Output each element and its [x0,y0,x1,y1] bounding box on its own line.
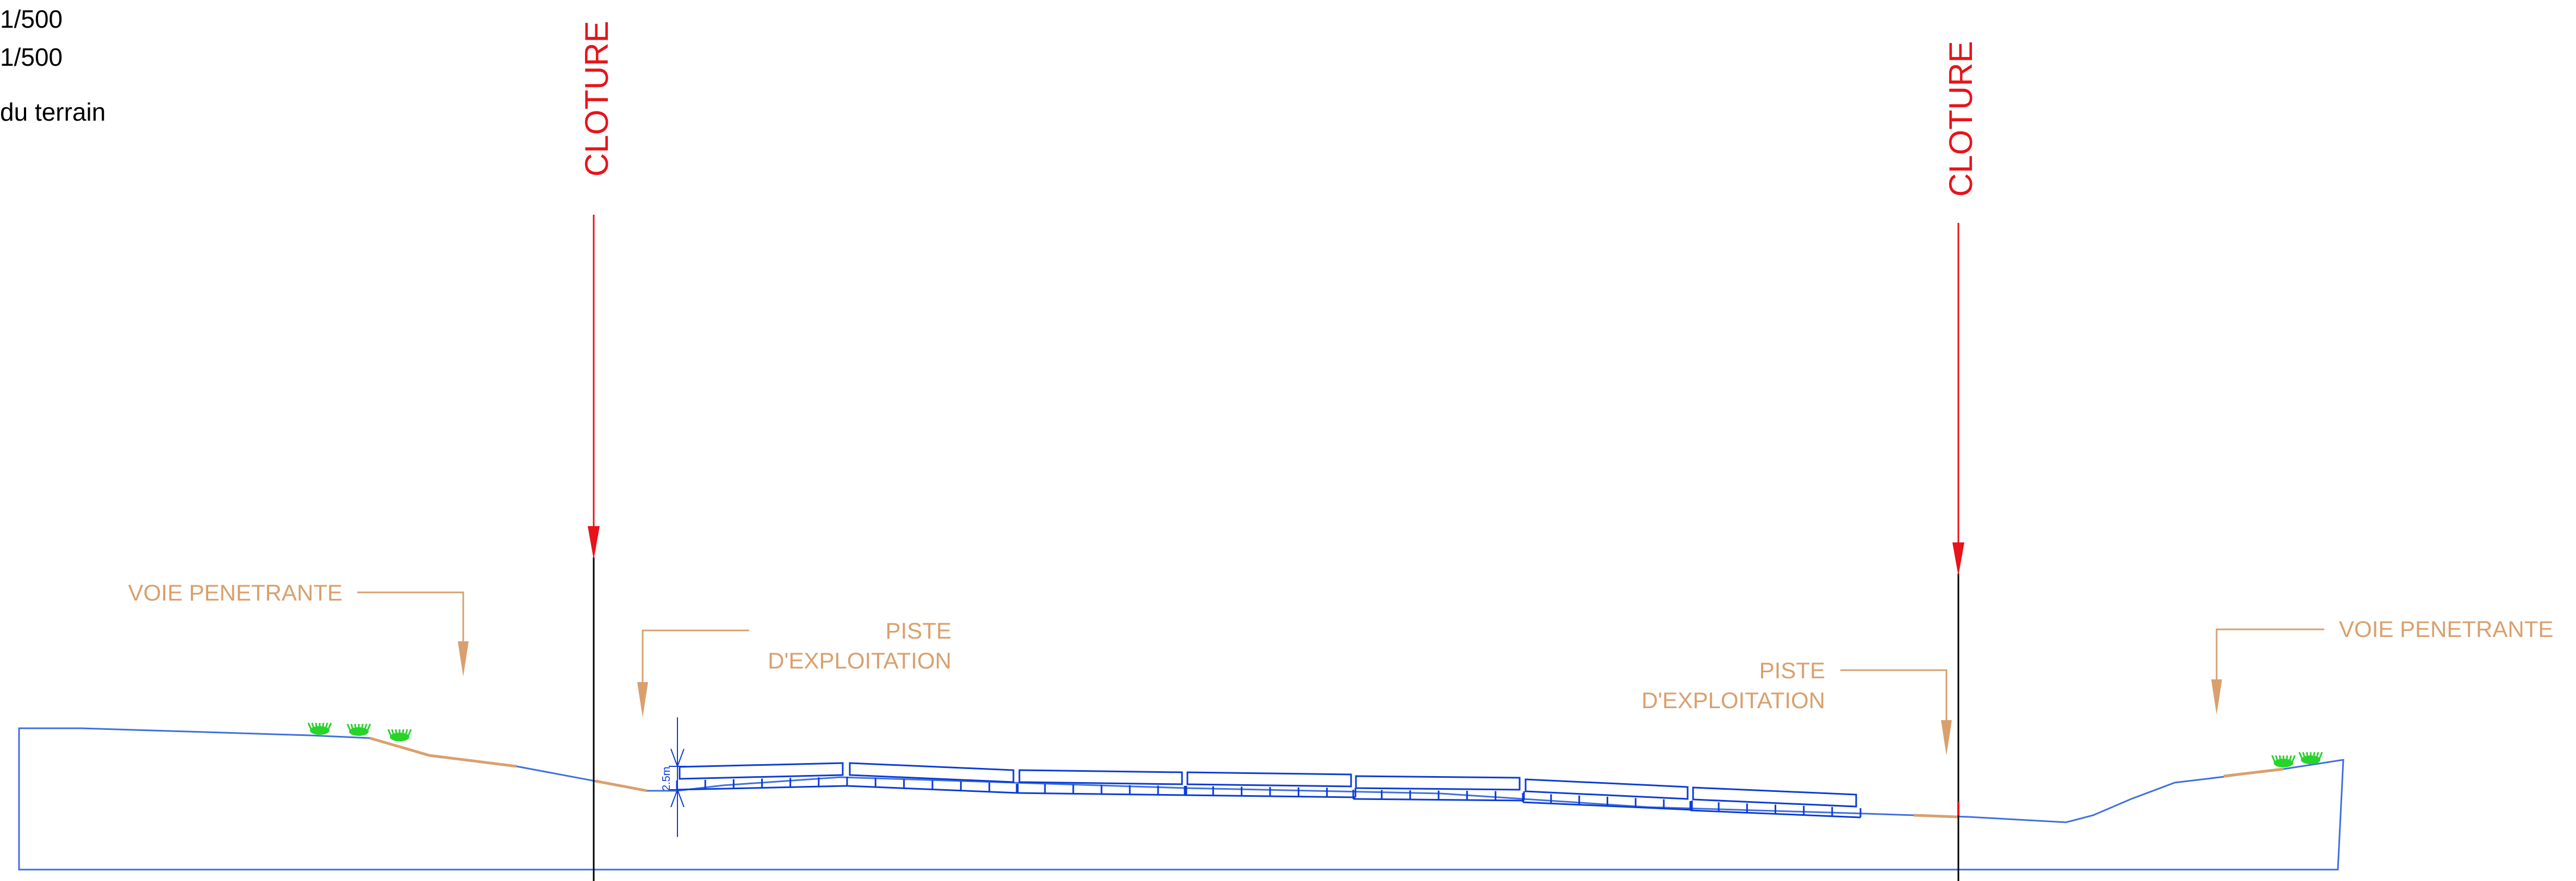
grass-blade [395,729,398,738]
grass-blade [404,729,408,738]
grass-blade [2271,755,2276,764]
piste-left-line2: D'EXPLOITATION [768,648,951,673]
solar-panel-table [849,762,1015,783]
grass-blade [401,729,405,738]
grass-blade [321,722,325,731]
road-surface-left [369,736,517,768]
grass-blade [327,722,332,731]
grass-blade [2279,755,2282,764]
grass-blade [2315,752,2319,760]
grass-blade [2291,755,2296,764]
solar-panel-rows [676,762,1862,818]
road-surface-right-2 [2223,767,2284,778]
grass-blade [391,729,395,738]
grass-blade [2306,752,2309,760]
grass-blade [2285,755,2288,764]
piste-right-line1: PISTE [1759,658,1825,683]
solar-panel-table [1018,769,1183,785]
solar-panel-table [1186,771,1352,788]
grass-blade [350,723,354,732]
grass-blade [311,722,315,731]
solar-panel-table [1692,786,1857,808]
solar-panel-table [1525,778,1689,800]
piste-arrow-left [637,682,648,717]
piste-leader-right [1840,669,1947,726]
voie-penetrante-right: VOIE PENETRANTE [2339,616,2553,642]
vegetation [307,722,2323,767]
scale-line-1: 1/500 [0,5,63,33]
piste-arrow-right [1941,720,1952,755]
voie-arrow-right [2211,679,2222,715]
fence-arrow-right-head [1952,542,1964,576]
terrain-label: du terrain [0,98,106,126]
grass-blade [2275,755,2279,764]
grass-blade [2298,752,2304,760]
grass-blade [407,729,412,738]
grass-blade [346,723,352,732]
voie-leader-right [2216,628,2324,685]
fence-arrow-left-head [588,526,600,560]
grass-blade [324,722,328,731]
dimension-label: 2.5m [661,767,673,791]
height-dimension [669,717,686,837]
grass-blade [360,723,364,732]
grass-blade [2318,752,2323,760]
grass-blade [315,722,318,731]
grass-blade [2312,752,2316,760]
grass-blade [366,723,371,732]
grass-blade [363,723,368,732]
scale-line-2: 1/500 [0,43,63,71]
grass-blade [307,722,313,731]
grass-blade [387,729,393,738]
piste-leader-left [642,629,749,688]
voie-arrow-left [458,641,469,677]
solar-panel-table [1355,775,1521,791]
grass-blade [2302,752,2306,760]
road-surface-right [1913,814,1958,818]
road-surface-left-2 [595,779,648,792]
solar-panel-table [679,762,844,780]
cloture-label-left: CLOTURE [578,21,615,177]
grass-blade [2288,755,2292,764]
voie-leader-left [357,591,464,649]
piste-right-line2: D'EXPLOITATION [1641,688,1825,713]
voie-penetrante-left: VOIE PENETRANTE [128,580,343,605]
terrain-profile [18,727,2344,871]
piste-left-line1: PISTE [886,618,951,643]
grass-blade [354,723,357,732]
cloture-label-right: CLOTURE [1943,41,1979,197]
